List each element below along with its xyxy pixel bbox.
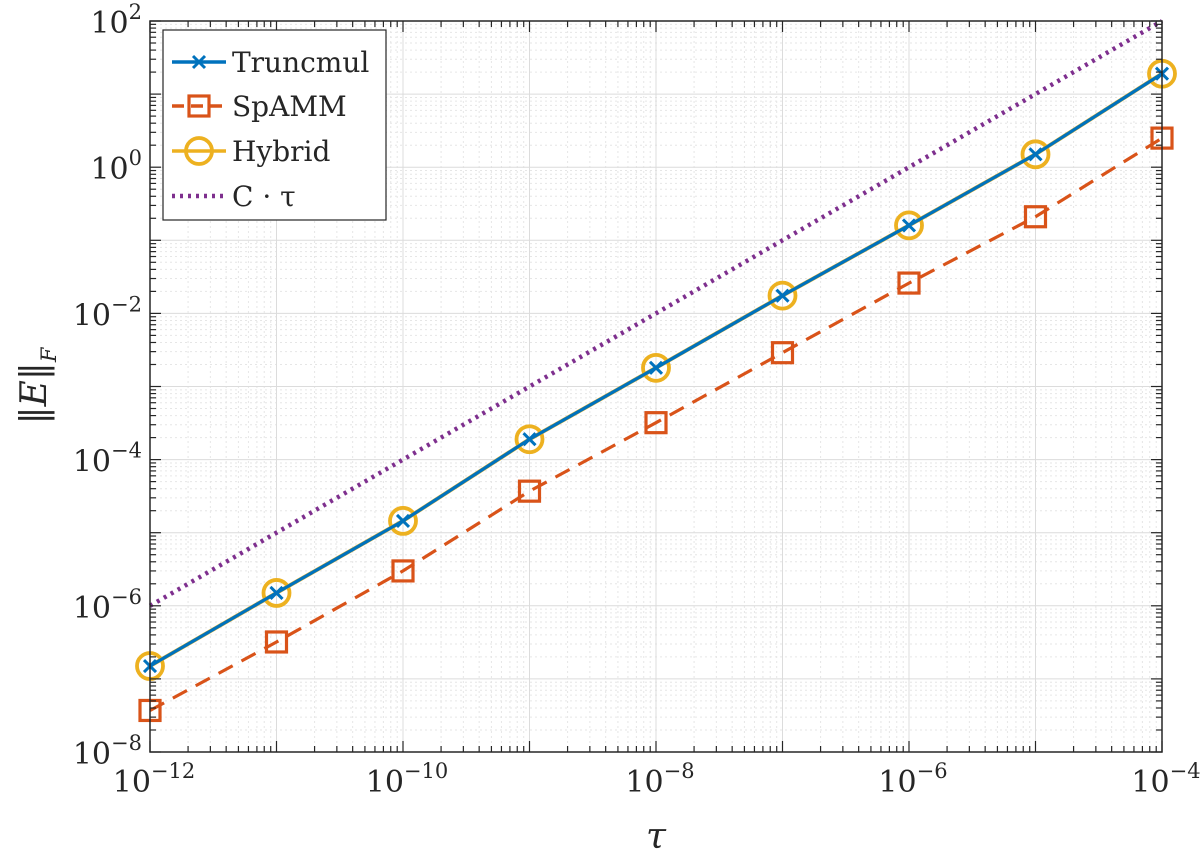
series-line-overlay <box>149 72 1163 668</box>
axis-ticks <box>149 20 1163 753</box>
tick-labels: 10−12 10−10 10−8 10−6 10−4 10−8 10−6 10−4 10−2 10… <box>73 0 1200 800</box>
y-tick-label: 102 <box>90 0 142 41</box>
legend-label: SpAMM <box>232 90 347 123</box>
legend-swatch-marker <box>187 94 211 118</box>
legend-label: C · τ <box>232 180 296 213</box>
x-tick-label: 10−8 <box>625 759 694 800</box>
data-point <box>644 411 668 435</box>
legend-item: Truncmul <box>172 46 369 79</box>
series-c <box>148 19 1164 608</box>
x-tick-label: 10−4 <box>1131 759 1200 800</box>
series-line <box>149 136 1163 712</box>
legend: Truncmul SpAMM Hybrid C · τ <box>162 29 387 221</box>
data-point <box>901 218 917 233</box>
y-axis-label: ‖E‖F <box>14 346 61 424</box>
y-tick-label: 10−8 <box>73 731 142 772</box>
x-axis-label: τ <box>646 816 667 854</box>
data-point <box>522 432 537 447</box>
legend-label: Hybrid <box>232 135 331 168</box>
legend-item: Hybrid <box>172 135 331 168</box>
y-tick-label: 10−4 <box>73 439 142 480</box>
data-point <box>648 360 664 375</box>
x-tick-label: 10−6 <box>878 759 947 800</box>
data-point <box>775 288 790 303</box>
data-point <box>517 479 542 503</box>
legend-label: Truncmul <box>232 46 369 79</box>
data-point <box>1020 139 1051 170</box>
x-tick-label: 10−10 <box>366 759 449 800</box>
data-point <box>264 630 289 654</box>
data-point <box>767 280 798 311</box>
data-point <box>514 424 545 455</box>
data-point <box>641 352 671 383</box>
data-point <box>770 341 795 365</box>
data-point <box>269 585 284 600</box>
series-line <box>148 19 1164 608</box>
legend-item: SpAMM <box>172 90 347 123</box>
data-point <box>388 506 418 536</box>
data-point <box>1023 205 1048 229</box>
data-point <box>894 210 924 241</box>
x-tick-label: 10−12 <box>113 759 196 800</box>
data-point <box>395 513 411 528</box>
y-tick-label: 100 <box>90 146 142 187</box>
data-point <box>261 578 292 608</box>
data-point <box>1028 147 1043 162</box>
legend-swatch-marker <box>184 136 214 166</box>
y-tick-label: 10−2 <box>73 292 142 333</box>
legend-swatch-marker <box>191 54 207 70</box>
legend-item: C · τ <box>172 180 296 213</box>
data-point <box>391 559 415 583</box>
y-tick-label: 10−6 <box>73 585 142 626</box>
data-point <box>897 271 921 295</box>
